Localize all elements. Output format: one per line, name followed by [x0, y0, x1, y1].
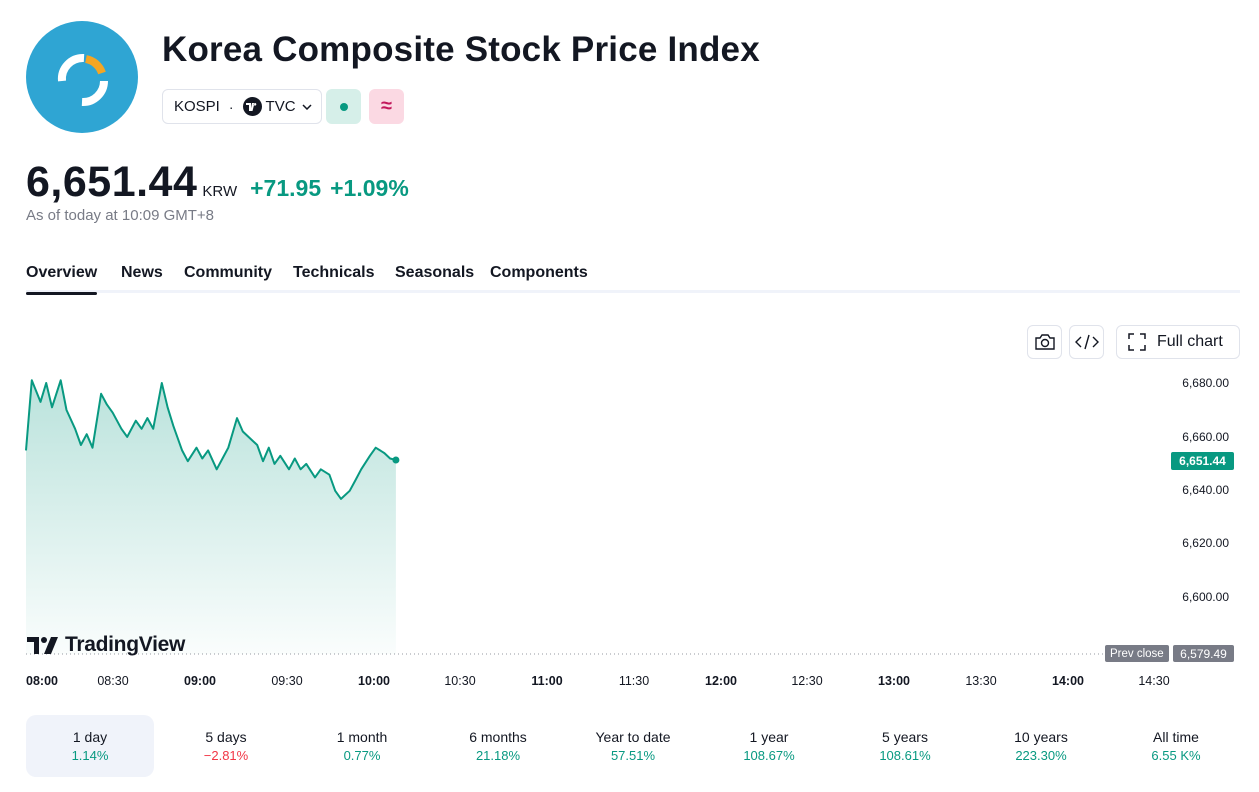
x-tick-label: 08:00 [26, 674, 58, 688]
period-label: 5 days [205, 729, 247, 745]
price-line [25, 379, 397, 500]
symbol-exchange-selector[interactable]: KOSPI · TVC [162, 89, 322, 124]
period-all-time[interactable]: All time 6.55 K% [1112, 715, 1240, 777]
period-label: 5 years [882, 729, 928, 745]
x-tick-label: 12:30 [791, 674, 823, 688]
tab-overview[interactable]: Overview [26, 264, 98, 295]
period-value: 57.51% [610, 748, 656, 763]
period-6-months[interactable]: 6 months 21.18% [434, 715, 562, 777]
market-open-status-button[interactable] [326, 89, 361, 124]
period-label: 1 day [72, 729, 108, 745]
price-area [26, 380, 396, 654]
last-price-dot [392, 456, 400, 464]
symbol-label: KOSPI [174, 98, 220, 115]
chevron-down-icon [302, 103, 312, 110]
page-title: Korea Composite Stock Price Index [162, 30, 760, 69]
period-value: 6.55 K% [1151, 748, 1201, 763]
y-tick-label: 6,660.00 [1182, 430, 1229, 444]
x-tick-label: 09:30 [271, 674, 303, 688]
period-1-day[interactable]: 1 day 1.14% [26, 715, 154, 777]
full-chart-label: Full chart [1157, 333, 1223, 350]
watermark-text: TradingView [65, 633, 186, 656]
x-tick-label: 08:30 [97, 674, 129, 688]
tradingview-icon [242, 97, 262, 116]
tab-technicals[interactable]: Technicals [293, 264, 375, 281]
period-value: −2.81% [203, 748, 249, 763]
snapshot-button[interactable] [1027, 325, 1062, 359]
market-open-dot-icon [339, 102, 348, 111]
x-tick-label: 10:30 [444, 674, 476, 688]
tab-seasonals[interactable]: Seasonals [395, 264, 475, 281]
period-value: 108.67% [743, 748, 795, 763]
price-chart[interactable] [0, 360, 1259, 670]
y-tick-label: 6,640.00 [1182, 483, 1229, 497]
x-tick-label: 13:30 [965, 674, 997, 688]
price-change-percent: +1.09% [330, 175, 409, 201]
period-1-year[interactable]: 1 year 108.67% [705, 715, 833, 777]
x-tick-label: 12:00 [705, 674, 737, 688]
embed-button[interactable] [1069, 325, 1104, 359]
camera-icon [1034, 334, 1055, 350]
period-label: 10 years [1014, 729, 1068, 745]
as-of-timestamp: As of today at 10:09 GMT+8 [26, 207, 215, 224]
period-1-month[interactable]: 1 month 0.77% [298, 715, 426, 777]
x-tick-label: 11:00 [531, 674, 563, 688]
y-tick-label: 6,620.00 [1182, 536, 1229, 550]
last-price: 6,651.44 [26, 158, 198, 206]
period-value: 223.30% [1015, 748, 1067, 763]
symbol-tabs: Overview News Community Technicals Seaso… [26, 262, 1240, 295]
x-tick-label: 13:00 [878, 674, 910, 688]
x-tick-label: 09:00 [184, 674, 216, 688]
tab-news[interactable]: News [121, 264, 163, 281]
y-tick-label: 6,600.00 [1182, 590, 1229, 604]
separator-dot: · [228, 98, 234, 115]
fullscreen-icon [1128, 333, 1146, 351]
period-value: 21.18% [475, 748, 521, 763]
y-tick-label: 6,680.00 [1182, 376, 1229, 390]
price-row: 6,651.44 KRW +71.95 +1.09% [26, 158, 409, 207]
tab-components[interactable]: Components [490, 264, 588, 281]
period-label: Year to date [595, 729, 671, 745]
period-value: 0.77% [343, 748, 381, 763]
period-label: 1 year [749, 729, 789, 745]
x-tick-label: 14:00 [1052, 674, 1084, 688]
tab-community[interactable]: Community [184, 264, 272, 281]
x-tick-label: 14:30 [1138, 674, 1170, 688]
period-label: 1 month [336, 729, 388, 745]
full-chart-button[interactable]: Full chart [1116, 325, 1240, 359]
x-tick-label: 11:30 [618, 674, 650, 688]
exchange-label: TVC [265, 98, 296, 115]
tradingview-watermark: TradingView [27, 633, 185, 657]
period-value: 108.61% [879, 748, 931, 763]
code-icon [1074, 334, 1099, 350]
period-10-years[interactable]: 10 years 223.30% [977, 715, 1105, 777]
last-price-badge: 6,651.44 [1171, 452, 1234, 470]
prev-close-value: 6,579.49 [1173, 645, 1234, 662]
period-value: 1.14% [71, 748, 109, 763]
period-label: All time [1153, 729, 1199, 745]
period-5-days[interactable]: 5 days −2.81% [162, 715, 290, 777]
currency-label: KRW [202, 183, 238, 200]
kospi-logo [26, 21, 138, 133]
tradingview-logo-icon [27, 636, 58, 654]
period-year-to-date[interactable]: Year to date 57.51% [569, 715, 697, 777]
approx-icon: ≈ [381, 95, 392, 117]
prev-close-label: Prev close [1105, 645, 1169, 662]
delayed-data-button[interactable]: ≈ [369, 89, 404, 124]
x-tick-label: 10:00 [358, 674, 390, 688]
price-change: +71.95 [250, 175, 322, 201]
period-label: 6 months [469, 729, 527, 745]
period-5-years[interactable]: 5 years 108.61% [841, 715, 969, 777]
